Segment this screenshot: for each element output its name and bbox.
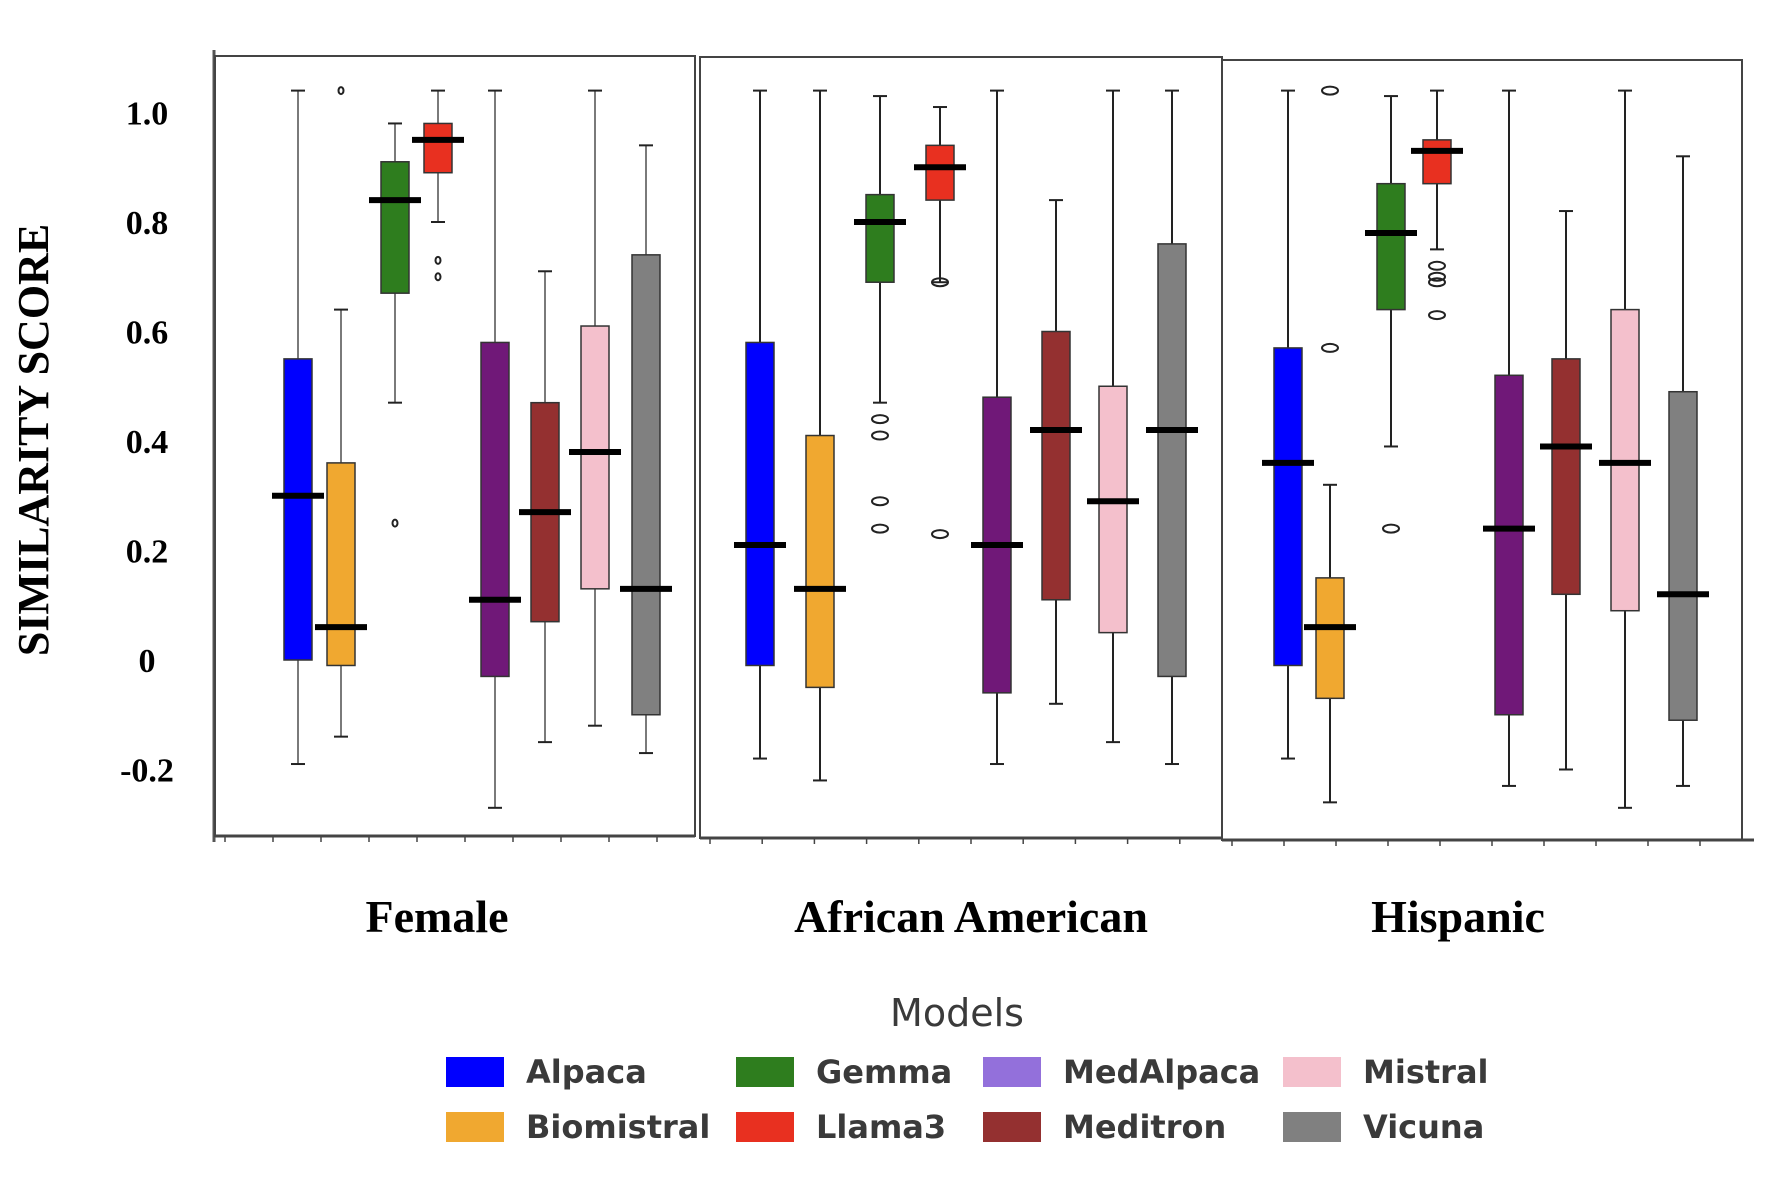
legend-label-mistral: Mistral [1363, 1053, 1489, 1091]
group-label: Hispanic [1371, 891, 1545, 942]
box-meditron [1551, 358, 1581, 596]
outlier-point [871, 523, 889, 534]
y-tick-label: 0.6 [126, 315, 169, 352]
box-alpaca [1273, 347, 1303, 667]
box-vicuna [1668, 390, 1698, 721]
box-vicuna [631, 254, 661, 716]
outlier-point [1321, 342, 1339, 353]
group-label: African American [794, 891, 1148, 942]
outlier-point [931, 277, 949, 288]
legend-label-gemma: Gemma [816, 1053, 952, 1091]
outlier-point [434, 255, 442, 265]
group-label: Female [365, 891, 508, 942]
y-tick-label: 0 [139, 643, 156, 680]
legend-swatch-meditron [983, 1112, 1041, 1142]
box-mistral [580, 325, 610, 590]
box-gemma [865, 193, 895, 283]
outlier-point [931, 529, 949, 540]
outlier-point [434, 272, 442, 282]
legend-label-medalpaca: MedAlpaca [1063, 1053, 1260, 1091]
legend-title: Models [890, 991, 1024, 1035]
box-alpaca [745, 341, 775, 667]
outlier-point [1382, 523, 1400, 534]
y-tick-label: 0.8 [126, 205, 169, 242]
box-llama3 [925, 144, 955, 201]
box-medalpaca [480, 341, 510, 678]
y-tick-label: -0.2 [120, 753, 174, 790]
y-tick-label: 0.2 [126, 534, 169, 571]
box-vicuna [1157, 243, 1187, 678]
outlier-point [871, 414, 889, 425]
box-gemma [1376, 182, 1406, 311]
legend-label-meditron: Meditron [1063, 1108, 1226, 1146]
legend-swatch-vicuna [1283, 1112, 1341, 1142]
legend-swatch-mistral [1283, 1057, 1341, 1087]
box-llama3 [423, 122, 453, 174]
box-gemma [380, 161, 410, 294]
legend-label-biomistral: Biomistral [526, 1108, 710, 1146]
box-biomistral [326, 462, 356, 667]
outlier-point [871, 430, 889, 441]
outlier-point [1321, 85, 1339, 96]
box-meditron [1041, 330, 1071, 601]
outlier-point [1428, 277, 1446, 288]
outlier-point [391, 518, 399, 528]
box-medalpaca [1494, 374, 1524, 716]
legend-swatch-gemma [736, 1057, 794, 1087]
legend-swatch-alpaca [446, 1057, 504, 1087]
legend-swatch-biomistral [446, 1112, 504, 1142]
box-llama3 [1422, 139, 1452, 185]
y-axis-title: SIMILARITY SCORE [9, 224, 58, 656]
outlier-point [337, 86, 345, 96]
box-biomistral [1315, 577, 1345, 700]
legend-swatch-medalpaca [983, 1057, 1041, 1087]
legend-label-vicuna: Vicuna [1363, 1108, 1484, 1146]
legend-label-alpaca: Alpaca [526, 1053, 647, 1091]
panel-frame [699, 56, 1223, 839]
box-biomistral [805, 434, 835, 689]
outlier-point [1428, 271, 1446, 282]
box-mistral [1098, 385, 1128, 634]
legend-label-llama3: Llama3 [816, 1108, 946, 1146]
outlier-point [871, 496, 889, 507]
outlier-point [1428, 260, 1446, 271]
y-tick-label: 1.0 [126, 96, 169, 133]
y-tick-label: 0.4 [126, 424, 169, 461]
outlier-point [1428, 310, 1446, 321]
box-alpaca [283, 358, 313, 661]
legend-swatch-llama3 [736, 1112, 794, 1142]
